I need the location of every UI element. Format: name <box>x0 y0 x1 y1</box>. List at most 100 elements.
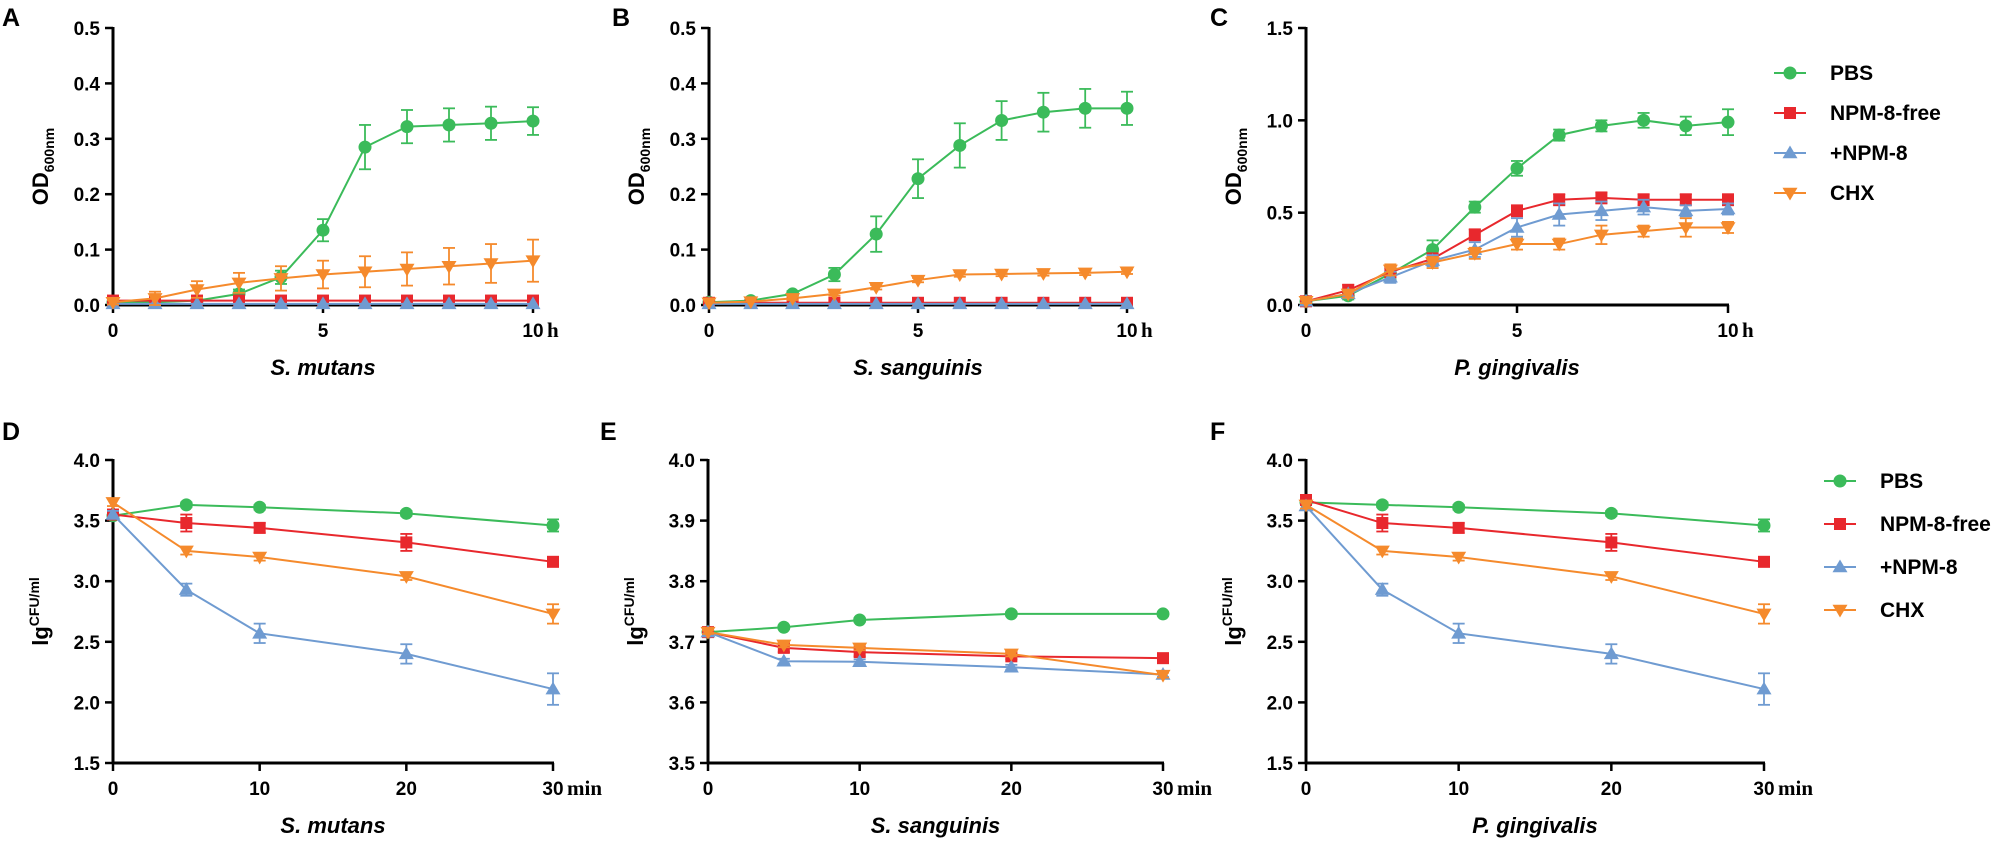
data-point <box>483 258 499 271</box>
data-point <box>180 517 193 530</box>
series-chx <box>105 497 561 625</box>
data-point <box>189 296 205 310</box>
data-point <box>1451 551 1467 565</box>
x-tick-label: 30 <box>1152 779 1173 800</box>
x-axis-title: S. mutans <box>280 813 385 838</box>
x-unit-label: h <box>547 318 559 342</box>
y-tick-label: 3.5 <box>74 512 101 533</box>
data-point <box>545 608 561 622</box>
series-chx <box>1298 217 1736 309</box>
data-point <box>868 296 884 310</box>
data-point <box>785 293 801 306</box>
data-point <box>398 571 414 584</box>
data-point <box>852 642 868 656</box>
data-point <box>189 284 205 297</box>
legend-label: PBS <box>1830 62 1873 85</box>
data-point <box>105 507 121 520</box>
legend-label: NPM-8-free <box>1880 513 1991 536</box>
data-point <box>105 296 121 310</box>
data-point <box>147 293 163 306</box>
data-point <box>1509 238 1525 252</box>
data-point <box>525 296 541 310</box>
legend-marker <box>1783 66 1797 80</box>
data-point <box>701 297 717 311</box>
data-point <box>1340 288 1356 302</box>
data-point <box>910 274 926 288</box>
x-tick-label: 30 <box>542 779 563 800</box>
y-tick-label: 0.0 <box>74 296 100 317</box>
data-point <box>700 626 716 640</box>
y-tick-label: 0.2 <box>670 185 696 206</box>
data-point <box>868 282 884 295</box>
x-axis-title: P. gingivalis <box>1472 813 1598 838</box>
data-point <box>1374 582 1390 595</box>
y-tick-label: 4.0 <box>1267 451 1293 472</box>
y-tick-label: 3.8 <box>669 572 695 593</box>
x-unit-label: min <box>1778 776 1813 800</box>
x-tick-label: 0 <box>1301 321 1312 342</box>
legend-marker <box>1832 559 1848 573</box>
y-axis-title: OD600nm <box>1221 128 1250 205</box>
x-tick-label: 0 <box>704 321 715 342</box>
data-point <box>231 277 247 291</box>
legend-marker <box>1782 187 1798 201</box>
x-tick-label: 10 <box>249 779 270 800</box>
data-point <box>1636 199 1652 213</box>
y-tick-label: 1.5 <box>1267 754 1294 775</box>
x-unit-label: h <box>1141 318 1153 342</box>
data-point <box>1036 105 1050 119</box>
x-tick-label: 10 <box>1116 321 1137 342</box>
data-point <box>1157 652 1169 665</box>
y-tick-label: 0.4 <box>670 74 697 95</box>
y-tick-label: 3.0 <box>1267 572 1293 593</box>
data-point <box>1756 608 1772 622</box>
data-point <box>273 296 289 310</box>
y-axis-title: lgCFU/ml <box>1219 577 1246 646</box>
data-point <box>1078 101 1092 115</box>
data-point <box>484 116 498 130</box>
x-axis-title: S. sanguinis <box>853 355 983 380</box>
y-tick-label: 0.4 <box>74 74 101 95</box>
data-point <box>1035 268 1051 281</box>
y-tick-label: 0.1 <box>74 241 101 262</box>
series-npm-8 <box>1298 498 1772 706</box>
data-point <box>399 263 415 277</box>
x-axis-title: S. sanguinis <box>871 813 1001 838</box>
data-point <box>545 681 561 695</box>
data-point <box>1603 646 1619 660</box>
x-tick-label: 10 <box>1717 321 1738 342</box>
data-point <box>994 268 1010 282</box>
data-point <box>358 140 372 154</box>
y-tick-label: 0.0 <box>1267 296 1293 317</box>
data-point <box>1594 119 1608 133</box>
data-point <box>777 620 791 634</box>
data-point <box>316 223 330 237</box>
data-point <box>252 551 268 565</box>
legend: PBS NPM-8-free +NPM-8 CHX <box>1824 470 1991 622</box>
panel-f: F 1.5 2.0 2.5 3.0 3.5 4.0 0 10 20 30 min P. gingival… <box>1210 418 1813 838</box>
panel-a: A 0.0 0.1 0.2 0.3 0.4 0.5 0 5 10 h S. mutans OD600nm <box>2 4 559 380</box>
panel-c: C 0.0 0.5 1.0 1.5 0 5 10 h P. gingivalis OD600nm <box>1210 4 1754 380</box>
y-axis-title: OD600nm <box>28 128 57 205</box>
y-tick-label: 1.0 <box>1267 111 1293 132</box>
x-tick-label: 20 <box>1601 779 1622 800</box>
y-tick-label: 4.0 <box>74 451 100 472</box>
data-point <box>1468 228 1481 241</box>
data-point <box>1298 296 1314 309</box>
data-point <box>1468 200 1482 214</box>
y-tick-label: 4.0 <box>669 451 695 472</box>
data-point <box>179 498 193 512</box>
data-point <box>1757 518 1771 532</box>
data-point <box>1119 296 1135 310</box>
data-point <box>1035 296 1051 310</box>
data-point <box>398 646 414 660</box>
data-point <box>1636 225 1652 239</box>
data-point <box>1593 229 1609 243</box>
legend-label: +NPM-8 <box>1880 556 1958 579</box>
legend-label: PBS <box>1880 470 1923 493</box>
x-tick-label: 10 <box>522 321 543 342</box>
data-point <box>743 296 759 310</box>
legend: PBS NPM-8-free +NPM-8 CHX <box>1774 62 1941 205</box>
x-tick-label: 20 <box>1001 779 1022 800</box>
legend-marker <box>1832 604 1848 618</box>
